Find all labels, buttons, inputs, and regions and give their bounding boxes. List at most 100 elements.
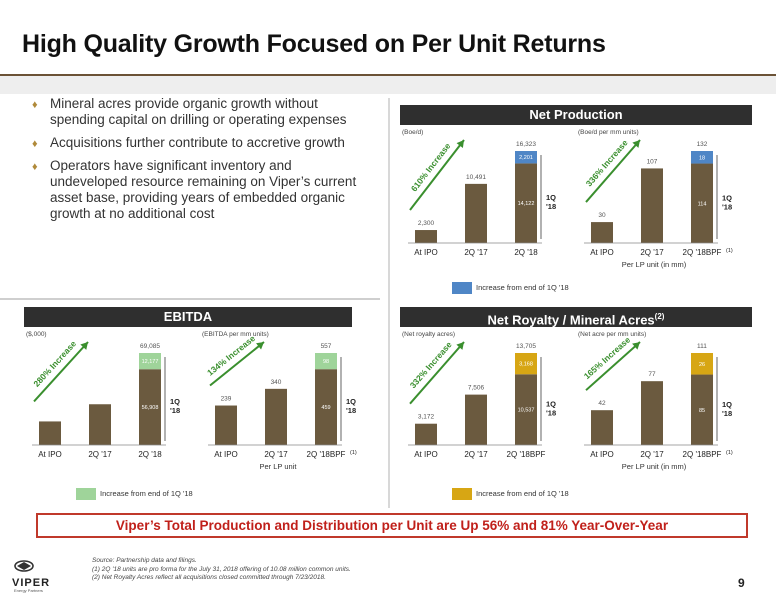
category-label: 2Q '18BPF	[507, 450, 546, 459]
growth-label: 610% Increase	[409, 141, 453, 194]
legend-swatch	[76, 488, 96, 500]
bar-increase-label: 12,177	[142, 359, 159, 365]
logo-text: VIPER	[12, 577, 50, 589]
growth-label: 280% Increase	[31, 338, 78, 388]
bar-value-label: 10,491	[466, 174, 486, 181]
diamond-bullet-icon: ♦	[32, 161, 38, 173]
bar-value-label: 340	[271, 379, 282, 386]
bar-base	[691, 374, 713, 445]
legend-label: Increase from end of 1Q '18	[100, 488, 193, 498]
side-label: '18	[722, 202, 732, 211]
net-acres-per-unit-chart: (Net acre per mm units) 42 At IPO 77 2Q '17 8…	[578, 331, 733, 471]
bar-value-label: 42	[598, 400, 606, 407]
net-royalty-header-text: Net Royalty / Mineral Acres	[487, 312, 655, 328]
growth-arrow-head	[456, 342, 464, 350]
chart-caption: Per LP unit (in mm)	[622, 462, 687, 471]
bar-increase	[515, 151, 537, 164]
bar	[591, 410, 613, 445]
bar-base	[515, 163, 537, 243]
bar-base	[139, 369, 161, 445]
bar-value-label: 107	[647, 158, 658, 165]
bar-base-label: 14,122	[518, 201, 535, 207]
bullet-item: ♦ Operators have significant inventory a…	[32, 158, 362, 222]
bar-base-label: 459	[321, 405, 330, 411]
footnote-mark: (1)	[350, 450, 357, 456]
legend-label: Increase from end of 1Q '18	[476, 282, 569, 292]
bar-base	[515, 374, 537, 445]
bar-base	[691, 163, 713, 243]
growth-arrow-shaft	[585, 341, 641, 391]
footnote-source: Source: Partnership data and filings.	[92, 557, 197, 564]
growth-label: 336% Increase	[584, 137, 630, 188]
bar	[591, 222, 613, 243]
side-label: 1Q	[722, 400, 732, 409]
bar-increase-label: 26	[699, 362, 705, 368]
bar-value-label: 3,172	[418, 414, 435, 421]
net-royalty-header-footnote: (2)	[654, 312, 665, 321]
category-label: 2Q '18	[138, 450, 162, 459]
side-label: '18	[346, 406, 356, 415]
diamond-bullet-icon: ♦	[32, 99, 38, 111]
growth-label: 134% Increase	[205, 333, 257, 378]
category-label: 2Q '18BPF	[307, 450, 346, 459]
category-label: At IPO	[590, 248, 614, 257]
bar-value-label: 132	[697, 141, 708, 148]
growth-arrow-shaft	[409, 341, 465, 405]
footnote-mark: (1)	[726, 450, 733, 456]
title-band	[0, 74, 776, 94]
unit-label: (Net royalty acres)	[402, 331, 455, 338]
bar-value-label: 2,300	[418, 220, 435, 227]
category-label: At IPO	[414, 450, 438, 459]
bar-value-label: 13,705	[516, 343, 536, 350]
unit-label: (EBITDA per mm units)	[202, 331, 269, 338]
title-underline	[0, 74, 776, 76]
side-label: '18	[170, 406, 180, 415]
side-label: 1Q	[170, 397, 180, 406]
bar-increase	[139, 353, 161, 370]
highlight-banner: Viper’s Total Production and Distributio…	[36, 513, 748, 538]
bar-increase	[691, 151, 713, 164]
page-title: High Quality Growth Focused on Per Unit …	[22, 30, 606, 58]
unit-label: (Boe/d)	[402, 129, 423, 136]
bar-value-label: 7,506	[468, 385, 485, 392]
category-label: 2Q '17	[88, 450, 112, 459]
bar	[215, 405, 237, 445]
bar-base-label: 10,537	[518, 408, 535, 414]
growth-arrow-shaft	[585, 139, 641, 203]
diamond-bullet-icon: ♦	[32, 138, 38, 150]
net-production-per-unit-chart: (Boe/d per mm units) 30 At IPO 107 2Q '17 114…	[578, 129, 733, 269]
bar	[415, 230, 437, 243]
chart-caption: Per LP unit (in mm)	[622, 260, 687, 269]
net-royalty-legend: Increase from end of 1Q '18	[452, 488, 569, 500]
category-label: 2Q '18BPF	[683, 248, 722, 257]
category-label: At IPO	[414, 248, 438, 257]
category-label: 2Q '17	[264, 450, 288, 459]
ebitda-legend: Increase from end of 1Q '18	[76, 488, 193, 500]
middle-divider	[388, 98, 390, 508]
bar-base-label: 114	[698, 201, 707, 207]
category-label: 2Q '18BPF	[683, 450, 722, 459]
bar-increase-label: 98	[323, 359, 329, 365]
bar	[465, 394, 487, 445]
net-production-header: Net Production	[400, 105, 752, 125]
growth-arrow-head	[256, 342, 264, 350]
net-production-legend: Increase from end of 1Q '18	[452, 282, 569, 294]
ebitda-total-chart: ($,000) At IPO 2Q '17 56,908 12,177 69,085 2Q …	[26, 331, 180, 459]
bar-value-label: 69,085	[140, 343, 160, 350]
bar-base-label: 85	[699, 408, 705, 414]
bar	[39, 421, 61, 445]
bullet-list: ♦ Mineral acres provide organic growth w…	[32, 96, 362, 229]
legend-swatch	[452, 488, 472, 500]
unit-label: (Boe/d per mm units)	[578, 129, 639, 136]
growth-arrow-shaft	[409, 139, 465, 211]
growth-arrow-shaft	[209, 341, 265, 387]
bar	[89, 404, 111, 445]
left-divider	[0, 298, 380, 300]
bar-base-label: 56,908	[142, 405, 159, 411]
bar	[641, 381, 663, 445]
legend-swatch	[452, 282, 472, 294]
bar-increase-label: 2,201	[519, 155, 533, 161]
net-production-boe-chart: (Boe/d) 2,300 At IPO 10,491 2Q '17 14,122 2,20…	[402, 129, 556, 257]
growth-arrow-shaft	[33, 341, 89, 403]
growth-label: 165% Increase	[582, 334, 633, 381]
